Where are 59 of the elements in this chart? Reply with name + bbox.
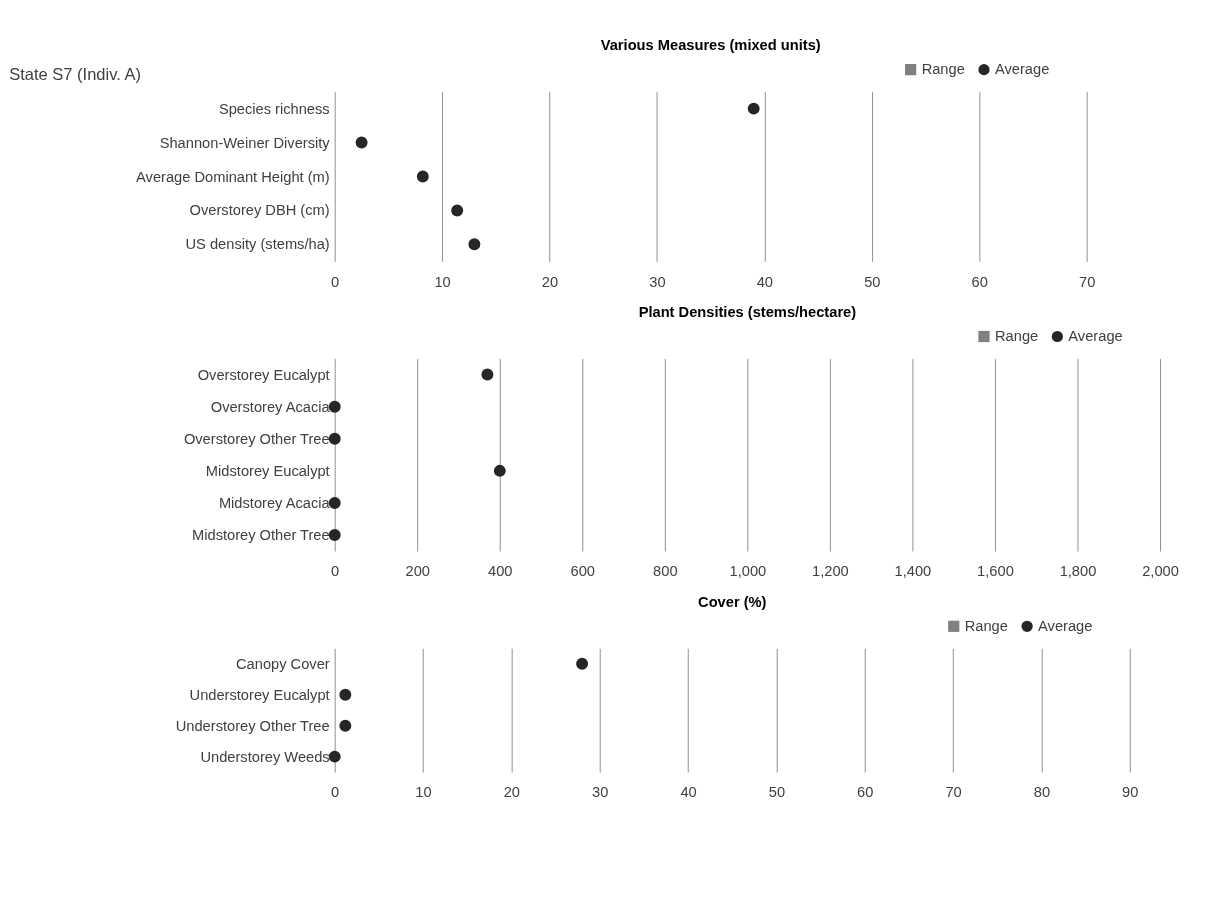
y-tick-label: Understorey Weeds	[200, 748, 330, 765]
x-tick-label: 0	[331, 784, 340, 801]
legend-label: Range	[994, 328, 1039, 345]
x-tick-label: 10	[415, 784, 432, 801]
point	[468, 238, 481, 251]
x-tick-label: 400	[488, 563, 513, 580]
x-tick-label: 10	[434, 273, 451, 290]
x-tick-label: 50	[864, 273, 881, 290]
x-tick-label: 20	[503, 784, 521, 801]
y-tick-label: US density (stems/ha)	[185, 236, 330, 253]
x-tick-label: 1,800	[1059, 563, 1097, 580]
x-tick-label: 70	[1079, 273, 1096, 290]
y-tick-label: Overstorey Other Tree	[183, 430, 330, 447]
legend-label: Average	[994, 61, 1050, 78]
point	[416, 170, 429, 183]
x-tick-label: 0	[331, 563, 340, 580]
x-tick-label: 30	[592, 784, 609, 801]
point	[355, 136, 368, 149]
x-tick-label: 2,000	[1142, 563, 1179, 580]
x-tick-label: 800	[653, 563, 678, 580]
y-tick-label: Shannon-Weiner Diversity	[159, 134, 331, 151]
y-tick-label: Understorey Eucalypt	[189, 686, 330, 703]
x-tick-label: 60	[857, 784, 874, 801]
x-tick-label: 1,600	[977, 563, 1014, 580]
x-tick-label: 1,000	[729, 563, 767, 580]
y-tick-label: Midstorey Acacia	[218, 494, 331, 511]
x-tick-label: 200	[405, 563, 430, 580]
chart-title: Cover (%)	[698, 594, 767, 611]
y-tick-label: Midstorey Eucalypt	[205, 462, 330, 479]
legend-label: Range	[921, 61, 965, 78]
chart-title: Various Measures (mixed units)	[600, 37, 821, 54]
y-tick-label: Species richness	[218, 100, 330, 117]
y-tick-label: Canopy Cover	[235, 655, 330, 672]
chart-title: Plant Densities (stems/hectare)	[638, 304, 857, 321]
y-tick-label: Overstorey Acacia	[210, 398, 331, 415]
x-tick-label: 1,400	[894, 563, 932, 580]
y-tick-label: Overstorey Eucalypt	[197, 366, 330, 383]
x-tick-label: 40	[680, 784, 697, 801]
legend-label: Range	[964, 617, 1008, 634]
x-tick-label: 20	[541, 273, 559, 290]
x-tick-label: 40	[756, 273, 774, 290]
point	[747, 102, 760, 115]
y-tick-label: Overstorey DBH (cm)	[189, 202, 330, 219]
y-tick-label: Average Dominant Height (m)	[136, 168, 330, 185]
x-tick-label: 600	[570, 563, 596, 580]
x-tick-label: 80	[1033, 784, 1051, 801]
x-tick-label: 90	[1122, 784, 1139, 801]
x-tick-label: 50	[768, 784, 786, 801]
x-tick-label: 30	[649, 273, 666, 290]
x-tick-label: 1,200	[812, 563, 849, 580]
x-tick-label: 70	[945, 784, 962, 801]
y-tick-label: Understorey Other Tree	[175, 717, 330, 734]
y-tick-label: Midstorey Other Tree	[192, 527, 330, 544]
legend-label: Average	[1068, 328, 1123, 345]
text: State S7 (Indiv. A)	[9, 64, 141, 83]
x-tick-label: 0	[331, 273, 340, 290]
legend-label: Average	[1038, 617, 1093, 634]
point	[451, 204, 464, 217]
x-tick-label: 60	[971, 273, 988, 290]
